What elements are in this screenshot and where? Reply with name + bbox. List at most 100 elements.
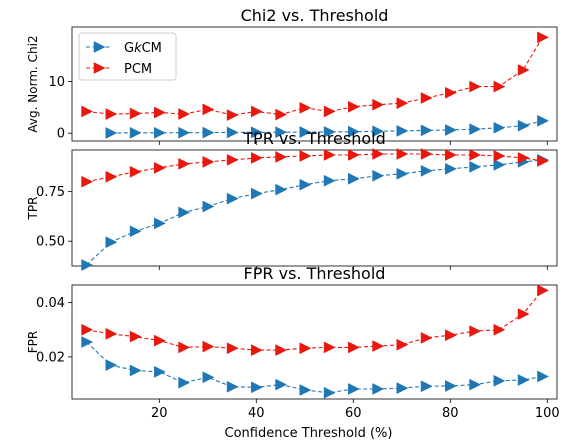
data-point — [323, 341, 336, 354]
data-point — [396, 97, 409, 110]
data-point — [493, 158, 506, 171]
chart-title: TPR vs. Threshold — [242, 129, 385, 148]
data-point — [445, 329, 457, 342]
data-point — [129, 330, 142, 343]
data-point — [537, 284, 550, 297]
data-point — [129, 165, 142, 178]
data-point — [105, 127, 118, 139]
data-point — [372, 383, 385, 395]
y-tick-label: 0.50 — [36, 235, 65, 250]
data-point — [226, 154, 239, 166]
data-point — [178, 108, 191, 120]
chart-title: Chi2 vs. Threshold — [241, 6, 389, 25]
y-axis-label: Avg. Norm. Chi2 — [26, 35, 40, 132]
data-point — [178, 376, 191, 389]
axes-frame — [71, 149, 558, 267]
data-point — [299, 150, 312, 162]
data-point — [469, 325, 482, 338]
data-point — [323, 126, 336, 138]
data-point — [469, 378, 482, 391]
panel-2: TPR vs. Threshold TPR 0.50 0.75 — [26, 129, 558, 271]
data-point — [105, 170, 118, 183]
data-point — [105, 327, 118, 340]
data-point — [226, 126, 239, 139]
data-point — [372, 98, 385, 111]
series-gkcm — [81, 154, 550, 271]
data-point — [105, 359, 118, 371]
data-point — [493, 374, 506, 387]
data-point — [202, 340, 215, 353]
data-point — [105, 108, 118, 120]
data-point — [348, 149, 360, 161]
data-point — [226, 192, 239, 205]
data-point — [348, 172, 360, 185]
data-point — [420, 332, 433, 344]
series-gkcm — [105, 114, 550, 139]
data-point — [81, 105, 94, 118]
data-point — [469, 149, 482, 161]
data-point — [537, 155, 550, 167]
data-point — [493, 150, 506, 162]
data-point — [178, 341, 191, 354]
data-point — [493, 323, 506, 336]
data-point — [81, 259, 94, 271]
legend-swatch-marker — [93, 62, 106, 74]
series-gkcm — [81, 336, 550, 399]
data-point — [129, 126, 142, 139]
data-point — [275, 344, 288, 357]
data-point — [445, 86, 457, 99]
data-point — [275, 378, 288, 391]
data-point — [445, 124, 457, 136]
y-axis-label: FPR — [26, 331, 40, 353]
data-point — [323, 386, 336, 399]
data-point — [420, 124, 433, 137]
data-point — [251, 126, 263, 139]
x-tick-label: 20 — [151, 406, 168, 421]
data-point — [251, 381, 263, 394]
data-point — [129, 364, 142, 377]
axes-frame — [71, 284, 558, 400]
data-point — [81, 175, 94, 188]
data-point — [154, 161, 166, 174]
data-point — [372, 148, 385, 160]
y-tick-label: 0.04 — [36, 296, 65, 311]
data-point — [517, 64, 530, 76]
y-axis-label: TPR — [26, 197, 40, 221]
y-tick-label: 0.75 — [36, 185, 65, 200]
data-point — [178, 206, 191, 219]
data-point — [275, 151, 288, 163]
data-point — [445, 149, 457, 161]
data-point — [251, 344, 263, 357]
data-point — [420, 92, 433, 104]
data-point — [493, 121, 506, 134]
data-point — [348, 341, 360, 354]
data-point — [275, 126, 288, 139]
data-point — [396, 148, 409, 160]
data-point — [517, 152, 530, 164]
data-point — [226, 109, 239, 121]
y-tick-label: 10 — [48, 75, 65, 90]
data-point — [420, 380, 433, 393]
series-pcm — [81, 31, 550, 121]
legend: GkCM PCM — [78, 32, 177, 81]
data-point — [396, 382, 409, 395]
data-point — [537, 114, 550, 127]
data-point — [202, 126, 215, 139]
data-point — [178, 126, 191, 139]
x-tick-label: 60 — [345, 406, 362, 421]
data-point — [372, 125, 385, 138]
series-pcm — [81, 148, 550, 188]
y-tick-label: 0.02 — [36, 350, 65, 365]
series-line — [86, 159, 543, 266]
data-point — [251, 152, 263, 164]
data-point — [154, 334, 166, 347]
legend-label: PCM — [124, 62, 152, 77]
data-point — [226, 380, 239, 393]
data-point — [154, 217, 166, 230]
data-point — [493, 80, 506, 93]
data-point — [154, 365, 166, 378]
data-point — [420, 148, 433, 160]
data-point — [396, 167, 409, 180]
data-point — [226, 342, 239, 355]
data-point — [81, 323, 94, 336]
